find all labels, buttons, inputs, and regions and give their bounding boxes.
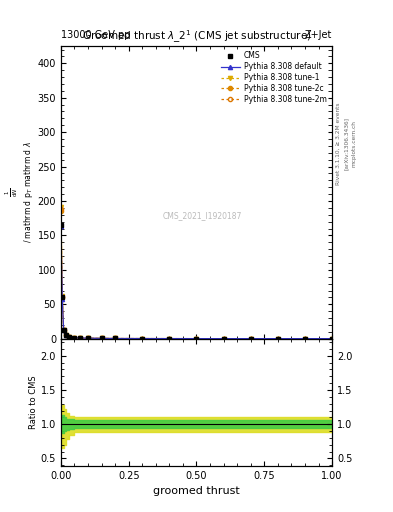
- Text: [arXiv:1306.3436]: [arXiv:1306.3436]: [344, 117, 349, 170]
- Text: 13000 GeV pp: 13000 GeV pp: [61, 30, 130, 40]
- Text: Rivet 3.1.10, ≥ 3.2M events: Rivet 3.1.10, ≥ 3.2M events: [336, 102, 341, 185]
- Legend: CMS, Pythia 8.308 default, Pythia 8.308 tune-1, Pythia 8.308 tune-2c, Pythia 8.3: CMS, Pythia 8.308 default, Pythia 8.308 …: [218, 48, 330, 107]
- X-axis label: groomed thrust: groomed thrust: [153, 486, 240, 496]
- Y-axis label: Ratio to CMS: Ratio to CMS: [29, 375, 38, 429]
- Text: mcplots.cern.ch: mcplots.cern.ch: [352, 120, 357, 167]
- Text: CMS_2021_I1920187: CMS_2021_I1920187: [162, 211, 242, 220]
- Title: Groomed thrust $\lambda\_2^1$ (CMS jet substructure): Groomed thrust $\lambda\_2^1$ (CMS jet s…: [82, 29, 311, 46]
- Y-axis label: $\frac{1}{\mathrm{d}N}$
/ mathrm d p$_T$ mathrm d $\lambda$: $\frac{1}{\mathrm{d}N}$ / mathrm d p$_T$…: [4, 141, 35, 243]
- Text: Z+Jet: Z+Jet: [305, 30, 332, 40]
